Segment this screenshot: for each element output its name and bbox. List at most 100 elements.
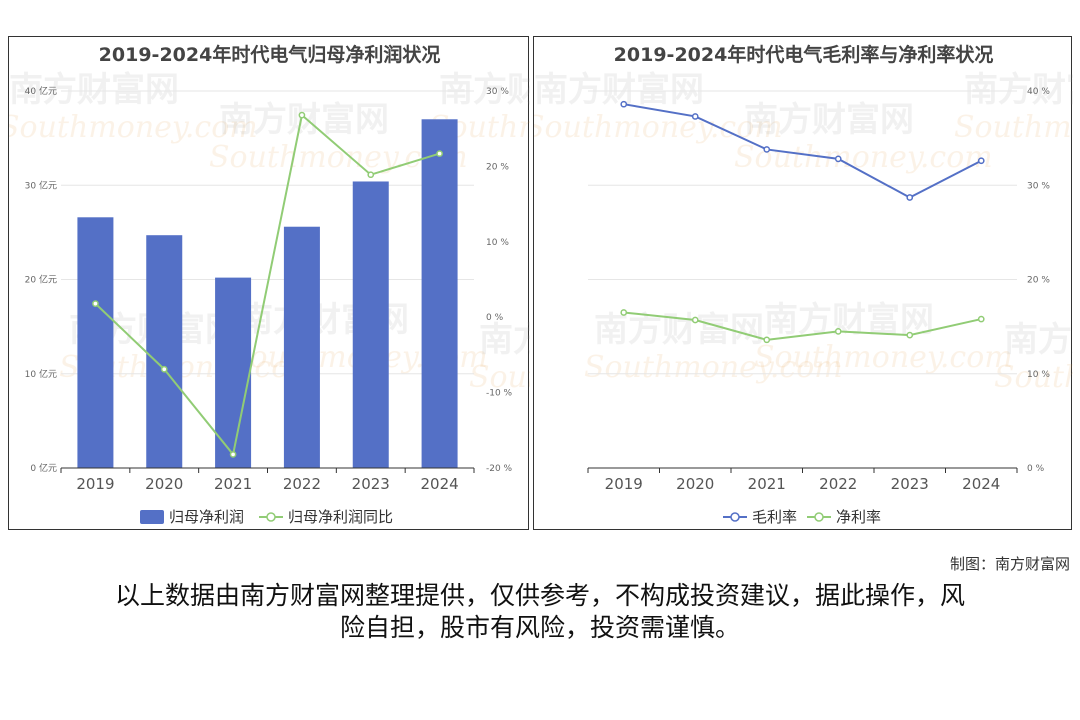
svg-text:南方财富网: 南方财富网: [534, 70, 704, 110]
legend-label: 归母净利润: [169, 508, 244, 526]
svg-text:南方财富网: 南方财富网: [594, 310, 764, 350]
y-right-tick-label: 0 %: [486, 313, 504, 323]
gross-margin-point: [620, 100, 628, 108]
y-left-tick-label: 0 亿元: [30, 462, 57, 474]
chart-panel-margins: 南方财富网 Southmoney.com 南方财富网 Southmoney.com 南方…: [533, 36, 1073, 530]
y-right-tick-label: 40 %: [1027, 87, 1050, 97]
svg-text:Southmoney.com: Southmoney.com: [734, 140, 993, 175]
legend-swatch-point: [730, 512, 740, 522]
yoy-point: [229, 451, 237, 458]
bar: [77, 217, 114, 468]
svg-text:南方财富网: 南方财富网: [439, 70, 530, 110]
net-margin-point: [906, 331, 914, 339]
yoy-point: [160, 365, 168, 373]
y-right-tick-label: -10 %: [486, 389, 513, 399]
y-right-tick-label: 30 %: [1027, 181, 1050, 191]
x-tick-label: 2020: [145, 475, 183, 493]
legend-label: 净利率: [836, 508, 881, 526]
net-profit-chart: 南方财富网Southmoney.com南方财富网Southmoney.com南方…: [9, 43, 530, 526]
chart-credit: 制图：南方财富网: [949, 555, 1070, 573]
y-left-tick-label: 20 亿元: [25, 274, 57, 286]
x-tick-label: 2021: [214, 475, 252, 493]
gross-margin-point: [691, 113, 699, 120]
bar: [146, 235, 183, 468]
svg-text:南方财富网: 南方财富网: [479, 320, 530, 360]
x-tick-label: 2022: [283, 475, 321, 493]
chart-panel-net-profit: 南方财富网 Southmoney.com 南方财富网 Southmoney.com 南方…: [8, 36, 530, 530]
x-tick-label: 2021: [748, 475, 786, 493]
gross-margin-point: [834, 155, 842, 163]
yoy-point: [436, 150, 443, 157]
gross-margin-point: [977, 157, 985, 165]
y-right-tick-label: -20 %: [486, 464, 513, 474]
svg-text:南方财富网: 南方财富网: [744, 100, 914, 140]
disclaimer: 以上数据由南方财富网整理提供，仅供参考，不构成投资建议，据此操作，风 险自担，股…: [0, 580, 1080, 644]
gross-margin-point: [763, 146, 771, 153]
y-right-tick-label: 10 %: [486, 238, 509, 248]
y-right-tick-label: 10 %: [1027, 370, 1050, 380]
svg-text:Southmoney.com: Southmoney.com: [9, 110, 258, 145]
x-tick-label: 2024: [962, 475, 1000, 493]
net-margin-point: [763, 336, 771, 344]
net-margin-point: [834, 327, 842, 335]
legend-swatch-bar: [140, 510, 164, 524]
yoy-point: [92, 300, 99, 307]
y-left-tick-label: 30 亿元: [25, 179, 57, 191]
yoy-point: [367, 171, 375, 179]
yoy-point: [298, 111, 306, 119]
y-right-tick-label: 20 %: [486, 162, 509, 172]
net-margin-point: [977, 315, 985, 323]
gross-margin-point: [906, 194, 914, 201]
y-right-tick-label: 30 %: [486, 87, 509, 97]
x-tick-label: 2020: [676, 475, 714, 493]
x-tick-label: 2019: [605, 475, 643, 493]
svg-text:南方财富网: 南方财富网: [964, 70, 1073, 110]
x-tick-label: 2019: [76, 475, 114, 493]
svg-text:南方财富网: 南方财富网: [1004, 320, 1073, 360]
svg-text:南方财富网: 南方财富网: [219, 100, 389, 140]
svg-text:Southmoney.com: Southmoney.com: [469, 360, 530, 395]
y-left-tick-label: 10 亿元: [25, 368, 57, 380]
bar: [352, 181, 389, 469]
margins-chart: 南方财富网Southmoney.com南方财富网Southmoney.com南方…: [534, 43, 1073, 526]
bar: [283, 226, 320, 468]
bar: [215, 277, 252, 468]
chart-title: 2019-2024年时代电气归母净利润状况: [99, 43, 441, 66]
svg-text:Southmoney.com: Southmoney.com: [994, 360, 1073, 395]
gross-margin-line: [623, 103, 982, 199]
x-tick-label: 2022: [819, 475, 857, 493]
bar: [421, 119, 458, 469]
disclaimer-line-1: 以上数据由南方财富网整理提供，仅供参考，不构成投资建议，据此操作，风: [114, 581, 965, 610]
svg-text:南方财富网: 南方财富网: [764, 300, 934, 340]
y-right-tick-label: 20 %: [1027, 276, 1050, 286]
x-tick-label: 2024: [420, 475, 458, 493]
chart-title: 2019-2024年时代电气毛利率与净利率状况: [614, 43, 994, 66]
net-margin-point: [691, 316, 699, 324]
net-margin-line: [623, 311, 982, 341]
y-right-tick-label: 0 %: [1027, 464, 1045, 474]
disclaimer-line-2: 险自担，股市有风险，投资需谨慎。: [339, 613, 740, 642]
legend-label: 归母净利润同比: [288, 508, 393, 526]
legend-swatch-point: [814, 512, 824, 522]
yoy-line: [94, 113, 440, 457]
svg-text:南方财富网: 南方财富网: [9, 70, 179, 110]
x-tick-label: 2023: [891, 475, 929, 493]
svg-text:Southmoney.com: Southmoney.com: [534, 110, 783, 145]
svg-text:Southmoney.com: Southmoney.com: [754, 340, 1013, 375]
x-tick-label: 2023: [352, 475, 390, 493]
y-left-tick-label: 40 亿元: [25, 85, 57, 97]
legend-swatch-point: [266, 512, 276, 522]
legend-label: 毛利率: [752, 508, 797, 526]
svg-text:Southmoney.com: Southmoney.com: [954, 110, 1073, 145]
svg-text:Southmoney.com: Southmoney.com: [584, 350, 843, 385]
net-margin-point: [620, 309, 628, 316]
